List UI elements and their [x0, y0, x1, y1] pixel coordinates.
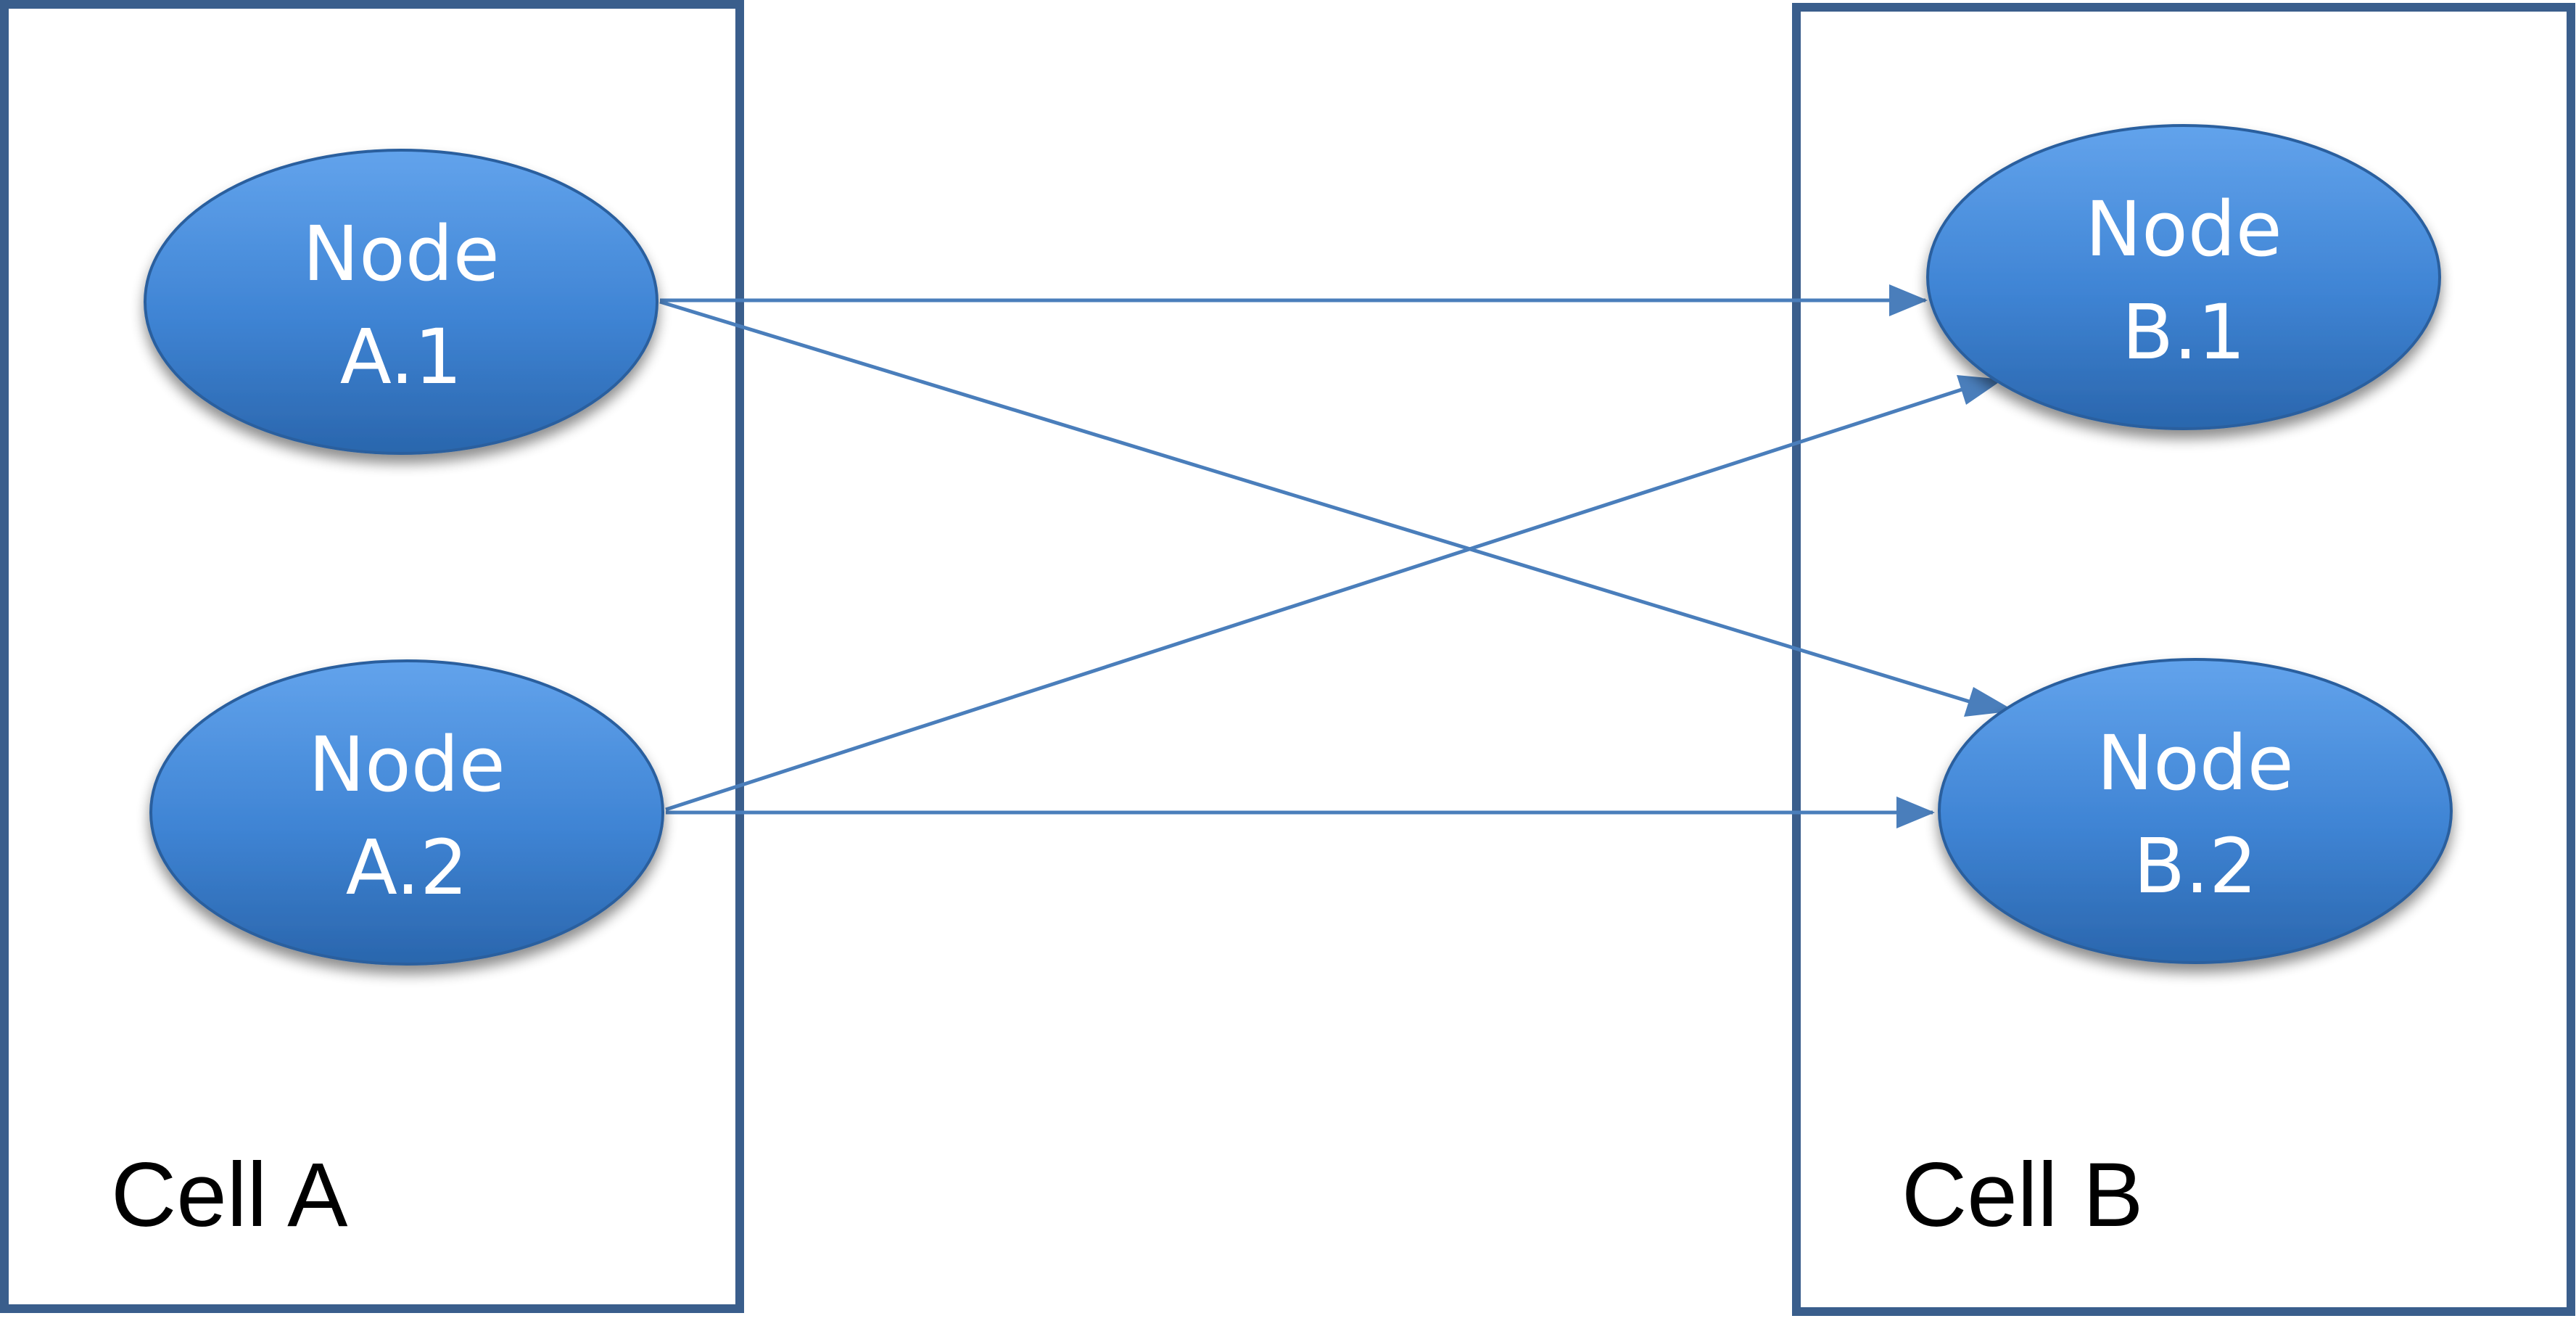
node-b2-label-line2: B.2	[2134, 822, 2258, 910]
edges-group	[659, 284, 2015, 828]
node-b2-shape	[1938, 658, 2453, 964]
node-a1[interactable]: Node A.1	[144, 149, 659, 455]
arrowhead-a1-b1	[1889, 284, 1928, 316]
node-a1-label-line2: A.1	[340, 313, 463, 401]
node-b1-label-line1: Node	[2085, 185, 2282, 273]
cell-b-label: Cell B	[1902, 1145, 2143, 1246]
node-a2-label-line2: A.2	[346, 823, 468, 912]
arrowhead-a2-b2	[1896, 797, 1935, 828]
node-b1-shape	[1926, 124, 2441, 430]
cell-a-box	[0, 0, 744, 1313]
node-a1-shape	[144, 149, 659, 455]
node-b1[interactable]: Node B.1	[1926, 124, 2441, 430]
edge-a2-b1	[665, 387, 1962, 812]
node-b2[interactable]: Node B.2	[1938, 658, 2453, 964]
node-a2-label-line1: Node	[308, 720, 505, 809]
cell-a-label: Cell A	[111, 1145, 348, 1246]
edge-a1-b2	[659, 300, 1977, 706]
node-a2-shape	[149, 659, 664, 966]
node-b2-label-line1: Node	[2097, 719, 2293, 807]
node-a1-label-line1: Node	[302, 210, 499, 298]
cell-b-box	[1792, 3, 2575, 1316]
node-a2[interactable]: Node A.2	[149, 659, 664, 966]
arrowhead-a2-b1	[1957, 375, 2003, 405]
node-b1-label-line2: B.1	[2122, 288, 2246, 376]
arrowhead-a1-b2	[1964, 687, 2015, 717]
